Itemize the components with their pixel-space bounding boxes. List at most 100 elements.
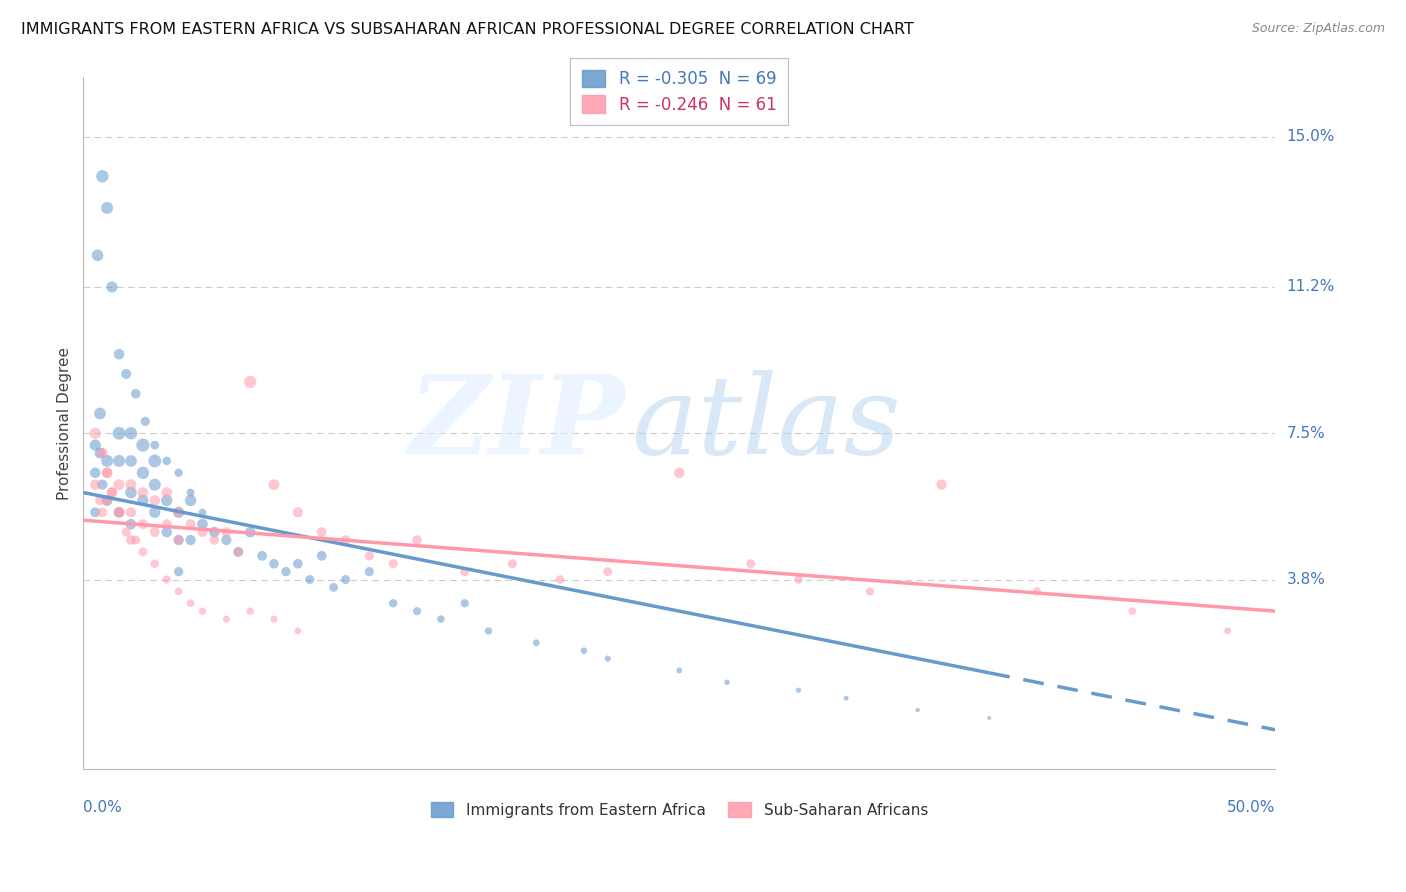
Point	[787, 683, 810, 698]
Legend: Immigrants from Eastern Africa, Sub-Saharan Africans: Immigrants from Eastern Africa, Sub-Saha…	[425, 796, 934, 824]
Point	[108, 347, 131, 361]
Point	[91, 446, 114, 460]
Point	[143, 438, 166, 452]
Point	[156, 493, 179, 508]
Point	[120, 533, 142, 547]
Point	[120, 517, 142, 532]
Point	[1216, 624, 1239, 638]
Point	[143, 525, 166, 540]
Point	[191, 604, 214, 618]
Point	[239, 525, 262, 540]
Point	[156, 454, 179, 468]
Point	[180, 517, 202, 532]
Point	[430, 612, 453, 626]
Point	[202, 525, 225, 540]
Point	[668, 664, 690, 678]
Point	[202, 533, 225, 547]
Point	[91, 477, 114, 491]
Point	[572, 643, 595, 657]
Point	[115, 525, 138, 540]
Point	[167, 533, 190, 547]
Point	[125, 386, 148, 401]
Point	[108, 454, 131, 468]
Text: 11.2%: 11.2%	[1286, 279, 1334, 294]
Point	[167, 505, 190, 519]
Point	[263, 612, 285, 626]
Point	[89, 493, 111, 508]
Point	[96, 201, 118, 215]
Point	[979, 711, 1001, 725]
Point	[859, 584, 882, 599]
Point	[596, 565, 619, 579]
Point	[311, 525, 333, 540]
Point	[143, 454, 166, 468]
Point	[931, 477, 953, 491]
Point	[120, 477, 142, 491]
Point	[84, 505, 107, 519]
Point	[167, 565, 190, 579]
Point	[156, 485, 179, 500]
Point	[132, 517, 155, 532]
Point	[226, 545, 249, 559]
Point	[108, 477, 131, 491]
Point	[180, 533, 202, 547]
Point	[335, 573, 357, 587]
Point	[907, 703, 929, 717]
Point	[716, 675, 738, 690]
Point	[86, 248, 108, 262]
Point	[311, 549, 333, 563]
Point	[96, 454, 118, 468]
Text: Source: ZipAtlas.com: Source: ZipAtlas.com	[1251, 22, 1385, 36]
Point	[263, 557, 285, 571]
Point	[477, 624, 499, 638]
Point	[406, 604, 429, 618]
Point	[120, 485, 142, 500]
Point	[134, 414, 156, 428]
Point	[239, 604, 262, 618]
Point	[406, 533, 429, 547]
Point	[787, 573, 810, 587]
Point	[740, 557, 762, 571]
Text: 3.8%: 3.8%	[1286, 572, 1326, 587]
Point	[120, 505, 142, 519]
Point	[287, 557, 309, 571]
Point	[382, 557, 405, 571]
Point	[191, 505, 214, 519]
Point	[156, 525, 179, 540]
Point	[215, 525, 238, 540]
Point	[835, 691, 858, 706]
Point	[359, 565, 381, 579]
Point	[91, 505, 114, 519]
Point	[84, 466, 107, 480]
Point	[167, 533, 190, 547]
Text: 15.0%: 15.0%	[1286, 129, 1334, 145]
Point	[287, 624, 309, 638]
Point	[143, 505, 166, 519]
Point	[84, 477, 107, 491]
Point	[108, 426, 131, 441]
Point	[548, 573, 571, 587]
Point	[1025, 584, 1047, 599]
Point	[143, 477, 166, 491]
Point	[108, 505, 131, 519]
Point	[215, 612, 238, 626]
Point	[96, 466, 118, 480]
Point	[263, 477, 285, 491]
Point	[108, 505, 131, 519]
Text: 0.0%: 0.0%	[83, 800, 122, 815]
Point	[359, 549, 381, 563]
Point	[596, 651, 619, 665]
Point	[84, 426, 107, 441]
Point	[274, 565, 297, 579]
Point	[298, 573, 321, 587]
Point	[108, 505, 131, 519]
Point	[132, 493, 155, 508]
Point	[120, 454, 142, 468]
Point	[167, 466, 190, 480]
Y-axis label: Professional Degree: Professional Degree	[58, 347, 72, 500]
Point	[101, 485, 124, 500]
Point	[132, 485, 155, 500]
Point	[115, 367, 138, 381]
Point	[120, 426, 142, 441]
Point	[101, 485, 124, 500]
